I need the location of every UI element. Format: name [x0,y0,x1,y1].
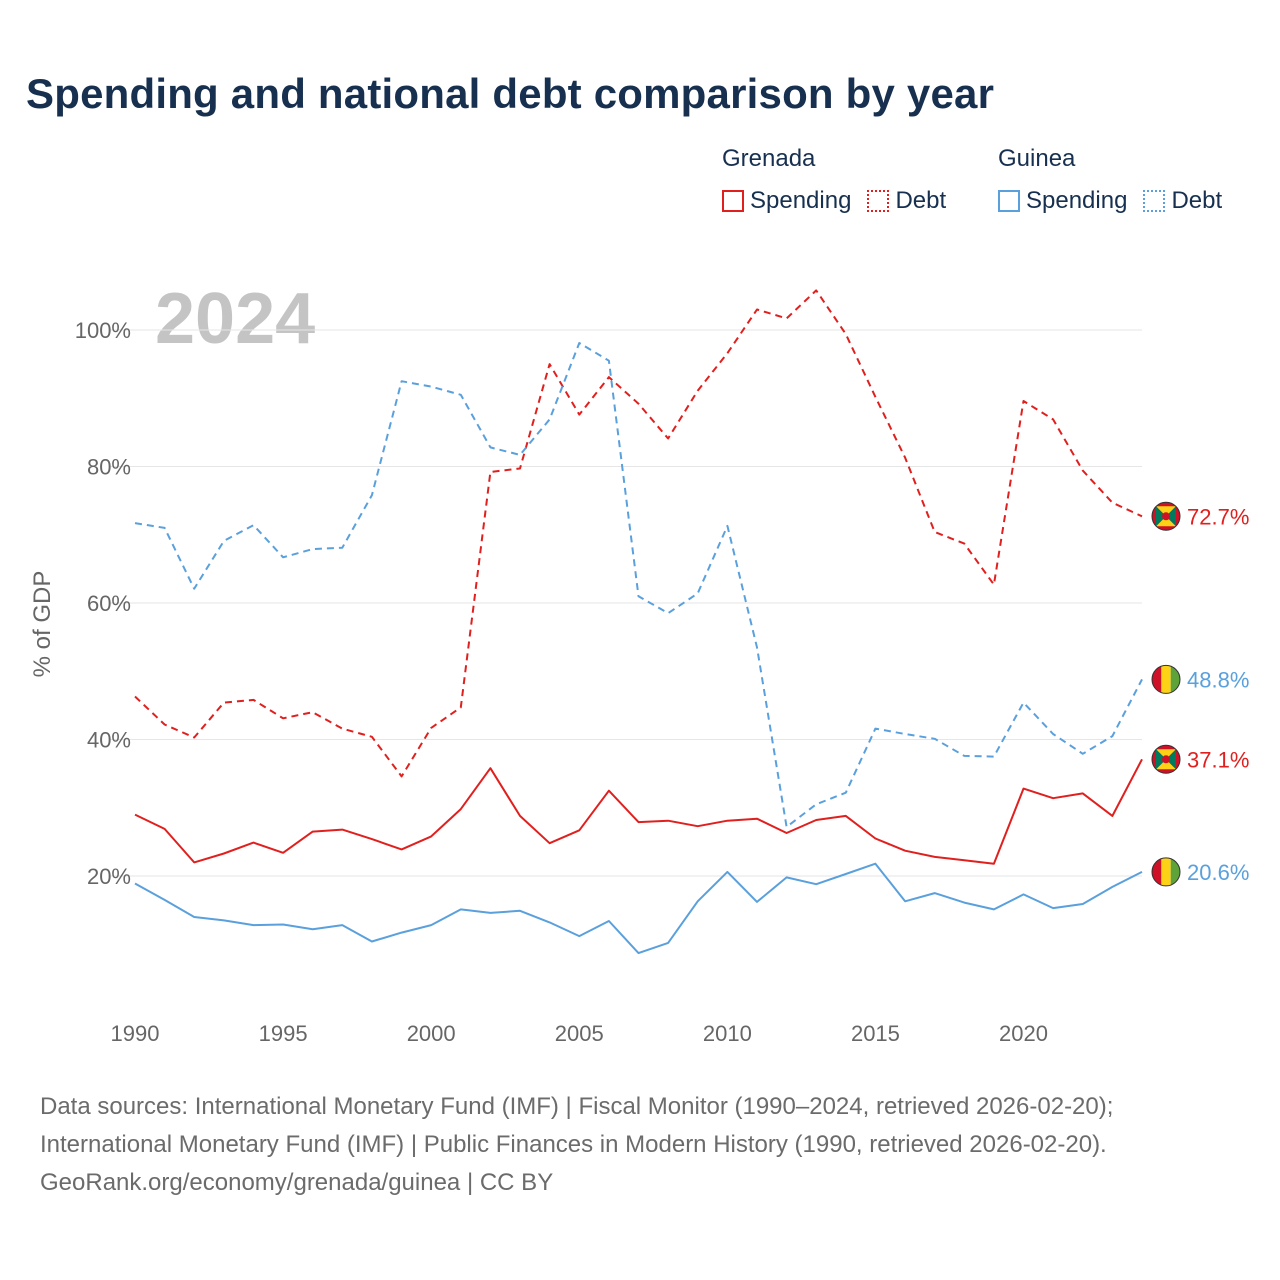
legend-group-grenada: Grenada Spending Debt [722,145,946,215]
flag-triangle [1156,759,1176,770]
legend-swatch-solid-icon [998,190,1020,212]
series-line-grenada-debt[interactable] [134,289,1143,778]
legend-item-label: Spending [1026,187,1128,214]
legend-group-name: Grenada [722,145,816,172]
legend-item-label: Debt [895,187,947,214]
flag-triangle [1156,506,1166,527]
flag-clip-group [1152,745,1180,774]
flag-outline [1151,664,1181,694]
grenada-flag-icon [1151,744,1181,774]
x-tick-label: 2000 [407,1021,456,1046]
legend-item-guinea-spending[interactable]: Spending [998,187,1127,215]
legend-group-name: Guinea [998,145,1076,172]
legend-item-label: Debt [1171,187,1223,214]
y-tick-label: 100% [75,318,131,343]
line-chart: 2024 % of GDP 20% 40% 60% 80% 100% 1990 1995 2… [29,279,1249,1046]
legend-item-guinea-debt[interactable]: Debt [1143,187,1222,215]
end-value-label: 37.1% [1187,747,1249,772]
legend-item-grenada-debt[interactable]: Debt [867,187,946,215]
flag-center [1162,755,1170,764]
legend-swatch-solid-icon [722,190,744,212]
legend-swatch-dotted-icon [1143,190,1166,212]
series-line-guinea-spending[interactable] [134,862,1143,955]
end-value-label: 20.6% [1187,860,1249,885]
x-tick-label: 1990 [111,1021,160,1046]
flag-triangle [1166,506,1176,527]
year-watermark: 2024 [155,279,315,359]
flag-clip-group [1152,665,1180,694]
flag-outline [1151,857,1181,887]
footer-attribution[interactable]: GeoRank.org/economy/grenada/guinea | CC … [40,1169,554,1196]
x-tick-label: 2010 [703,1021,752,1046]
chart-title: Spending and national debt comparison by… [26,70,995,117]
x-tick-label: 2020 [999,1021,1048,1046]
flag-outline [1151,501,1181,531]
x-tick-label: 2015 [851,1021,900,1046]
footer-source-line-2: International Monetary Fund (IMF) | Publ… [40,1131,1107,1158]
guinea-flag-icon [1151,857,1181,887]
y-tick-label: 20% [87,864,131,889]
series-line-grenada-spending[interactable] [134,758,1143,865]
grenada-flag-icon [1151,501,1181,531]
flag-triangle [1166,749,1176,770]
end-value-label: 72.7% [1187,504,1249,529]
y-tick-label: 40% [87,728,131,753]
legend-group-guinea: Guinea Spending Debt [998,145,1222,215]
x-tick-label: 2005 [555,1021,604,1046]
flag-stripe [1170,665,1180,694]
end-value-label: 48.8% [1187,667,1249,692]
flag-clip-group [1152,502,1180,531]
footer: Data sources: International Monetary Fun… [40,1088,1113,1202]
legend-item-grenada-spending[interactable]: Spending [722,187,851,215]
flag-triangle [1156,749,1176,760]
flag-stripe [1161,857,1171,886]
guinea-flag-icon [1151,664,1181,694]
flag-stripe [1152,665,1162,694]
flag-triangle [1156,506,1176,517]
flag-center [1162,512,1170,521]
y-tick-label: 80% [87,455,131,480]
y-axis-label: % of GDP [29,571,56,678]
flag-outline [1151,744,1181,774]
legend-item-label: Spending [750,187,852,214]
x-tick-label: 1995 [259,1021,308,1046]
flag-triangle [1156,516,1176,527]
flag-clip-group [1152,857,1180,886]
y-tick-label: 60% [87,591,131,616]
flag-triangle [1156,749,1166,770]
flag-stripe [1161,665,1171,694]
series-line-guinea-debt[interactable] [134,342,1143,828]
footer-source-line-1: Data sources: International Monetary Fun… [40,1093,1114,1120]
flag-stripe [1170,857,1180,886]
legend-swatch-dotted-icon [867,190,890,212]
flag-stripe [1152,857,1162,886]
